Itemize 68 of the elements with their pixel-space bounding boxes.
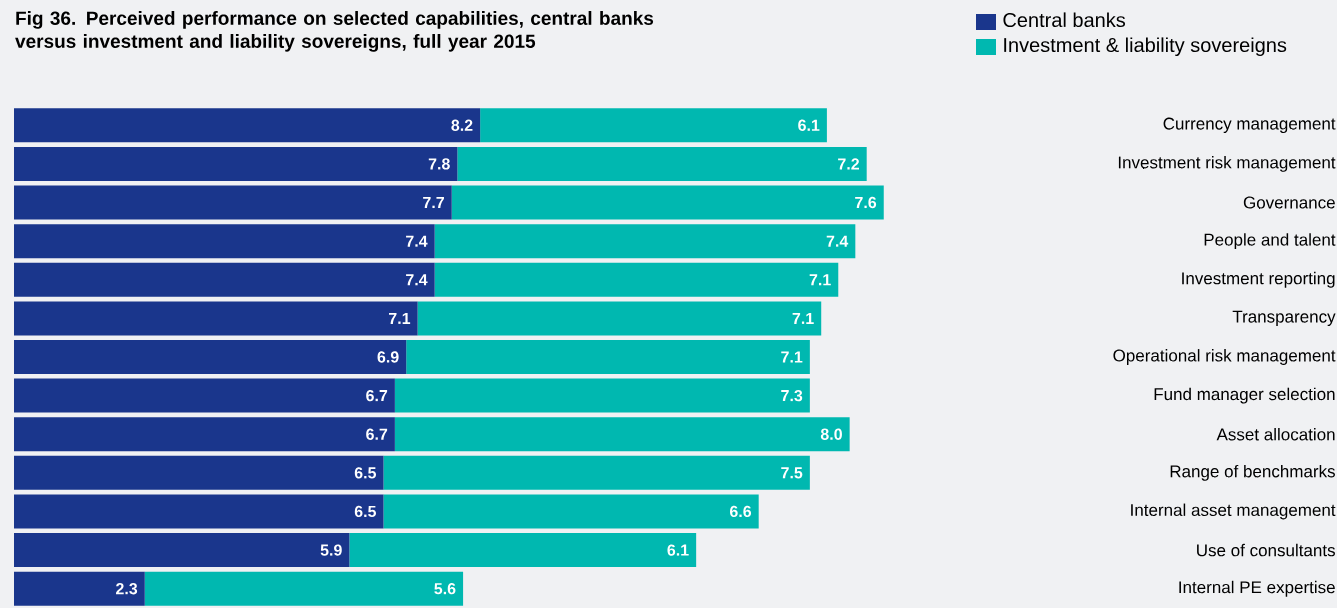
bar bbox=[349, 533, 697, 568]
bar bbox=[14, 108, 481, 143]
data-label: 7.1 bbox=[792, 312, 814, 324]
data-label: 5.9 bbox=[320, 544, 342, 556]
bar bbox=[14, 185, 452, 220]
data-label: 6.7 bbox=[366, 428, 388, 440]
data-label: 2.3 bbox=[116, 583, 138, 595]
y-tick-label: Transparency bbox=[1232, 310, 1336, 326]
data-label: 8.0 bbox=[820, 428, 842, 440]
bar bbox=[451, 185, 884, 220]
bar bbox=[14, 571, 145, 606]
y-tick-label: Asset allocation bbox=[1216, 428, 1335, 441]
bar bbox=[144, 571, 464, 606]
bar bbox=[406, 340, 810, 375]
data-label: 7.5 bbox=[781, 467, 803, 479]
data-label: 6.6 bbox=[730, 505, 752, 518]
data-label: 7.1 bbox=[389, 312, 411, 324]
data-label: 6.5 bbox=[354, 505, 377, 518]
bar bbox=[457, 146, 867, 181]
data-label: 7.6 bbox=[855, 196, 877, 209]
data-label: 7.1 bbox=[781, 351, 803, 363]
data-label: 7.4 bbox=[826, 235, 849, 247]
bar bbox=[480, 108, 827, 143]
bar bbox=[434, 224, 856, 259]
data-label: 7.7 bbox=[423, 197, 444, 209]
bar bbox=[417, 301, 822, 336]
bar bbox=[14, 378, 395, 413]
bar bbox=[434, 262, 839, 297]
legend-label: Investment & liability sovereigns bbox=[1004, 37, 1287, 57]
data-label: 7.4 bbox=[406, 274, 428, 286]
bar bbox=[383, 455, 810, 490]
bar bbox=[14, 301, 418, 336]
bar bbox=[383, 494, 759, 529]
bar bbox=[14, 146, 458, 181]
data-label: 6.5 bbox=[354, 467, 377, 479]
y-tick-label: Operational risk management bbox=[1113, 349, 1336, 365]
data-label: 5.6 bbox=[434, 583, 456, 595]
y-tick-label: Internal PE expertise bbox=[1179, 580, 1335, 597]
bar bbox=[394, 378, 810, 413]
data-label: 7.3 bbox=[781, 389, 803, 402]
y-tick-label: People and talent bbox=[1204, 233, 1336, 250]
y-tick-label: Investment risk management bbox=[1118, 156, 1336, 172]
bar bbox=[14, 494, 384, 529]
y-tick-label: Investment reporting bbox=[1182, 271, 1335, 288]
data-label: 6.1 bbox=[798, 119, 820, 131]
bar bbox=[14, 224, 435, 259]
y-tick-label: Governance bbox=[1243, 196, 1335, 209]
bar bbox=[14, 455, 384, 490]
y-tick-label: Currency management bbox=[1163, 117, 1336, 134]
legend-label: Central banks bbox=[1003, 12, 1126, 28]
data-label: 7.2 bbox=[838, 158, 860, 170]
data-label: 8.2 bbox=[451, 119, 473, 131]
bar bbox=[14, 340, 407, 375]
bar bbox=[14, 262, 435, 297]
bar bbox=[394, 417, 850, 452]
bar bbox=[14, 417, 395, 452]
y-tick-label: Use of consultants bbox=[1197, 543, 1335, 557]
data-label: 6.1 bbox=[667, 544, 689, 556]
data-label: 6.9 bbox=[377, 351, 399, 363]
y-tick-label: Fund manager selection bbox=[1154, 387, 1335, 404]
data-label: 7.4 bbox=[406, 235, 428, 247]
data-label: 7.8 bbox=[428, 158, 450, 170]
y-tick-label: Internal asset management bbox=[1131, 503, 1336, 520]
data-label: 7.1 bbox=[809, 274, 831, 286]
bar bbox=[14, 533, 350, 568]
data-label: 6.7 bbox=[366, 389, 388, 402]
chart-title: Fig 36. Perceived performance on selected capabilities, central banks versus investment and liability sovereigns, full year 2015 bbox=[15, 11, 654, 52]
y-tick-label: Range of benchmarks bbox=[1170, 464, 1335, 481]
